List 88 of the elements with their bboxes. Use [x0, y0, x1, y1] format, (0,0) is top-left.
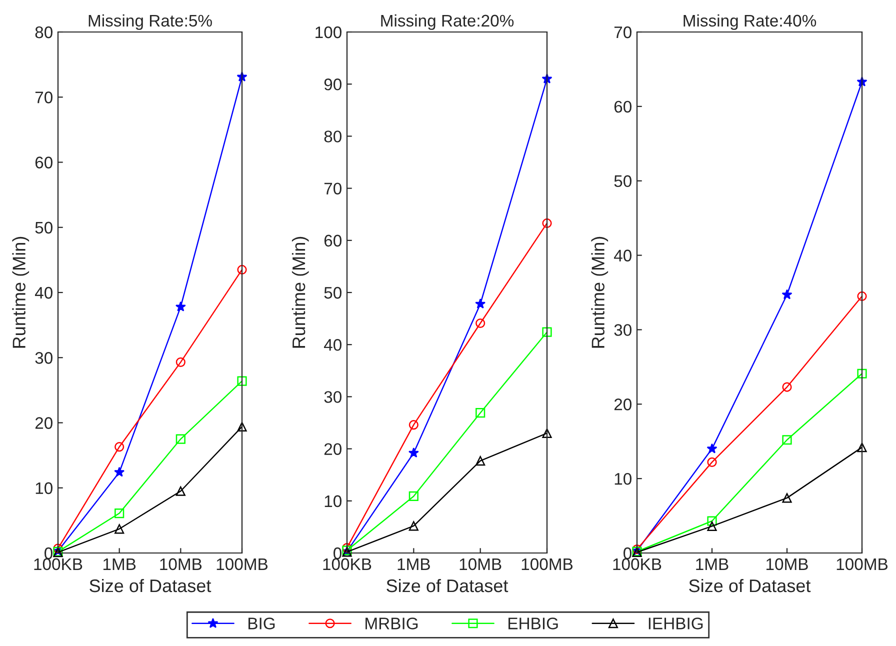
y-tick-label: 0 [624, 547, 632, 560]
point [237, 376, 247, 386]
point [408, 491, 418, 502]
y-tick-label: 30 [35, 352, 52, 364]
point [476, 408, 486, 418]
x-tick-label: 1MB [696, 558, 728, 570]
chart-title: Missing Rate:20% [381, 14, 514, 30]
point [175, 301, 186, 312]
x-tick-label: 10MB [460, 558, 502, 570]
point [857, 442, 867, 452]
y-tick-label: 70 [35, 92, 52, 104]
y-tick-label: 50 [324, 286, 342, 299]
point [782, 435, 792, 445]
x-tick-label: 1MB [398, 558, 430, 570]
point [476, 318, 486, 328]
point [542, 218, 552, 228]
chart-title: Missing Rate:5% [88, 14, 212, 30]
point [114, 442, 124, 452]
y-tick-label: 20 [614, 398, 632, 410]
y-axis-title: Runtime (Min) [591, 236, 608, 348]
point [542, 327, 552, 337]
point [782, 382, 792, 392]
point [176, 486, 186, 496]
y-tick-label: 10 [614, 472, 632, 485]
y-tick-label: 90 [324, 78, 342, 90]
point [706, 443, 718, 454]
x-tick-label: 100MB [522, 558, 573, 570]
point [782, 493, 792, 503]
x-tick-label: 100KB [613, 558, 662, 570]
point [707, 516, 717, 526]
point [408, 521, 418, 531]
y-tick-label: 100 [316, 26, 342, 38]
y-tick-label: 20 [35, 417, 52, 429]
y-tick-label: 70 [614, 26, 632, 38]
y-tick-label: 60 [614, 100, 632, 113]
x-axis-title: Size of Dataset [386, 578, 508, 592]
y-tick-label: 20 [324, 443, 342, 456]
chart-title: Missing Rate:40% [684, 14, 816, 30]
point [176, 357, 186, 367]
y-tick-label: 10 [324, 495, 342, 508]
y-tick-label: 50 [35, 222, 52, 234]
point [237, 264, 247, 274]
point [53, 544, 63, 554]
y-tick-label: 60 [324, 234, 342, 247]
point [408, 420, 418, 430]
x-tick-label: 100MB [836, 558, 888, 570]
x-tick-label: 10MB [766, 558, 808, 570]
y-tick-label: 0 [44, 547, 52, 560]
point [857, 368, 867, 378]
y-tick-label: 30 [614, 324, 632, 336]
y-tick-label: 40 [34, 286, 52, 299]
y-tick-label: 70 [324, 182, 342, 195]
point [476, 456, 486, 466]
x-axis-title: Size of Dataset [90, 578, 212, 592]
y-tick-label: 80 [35, 26, 52, 38]
y-tick-label: 30 [324, 391, 342, 403]
y-tick-label: 10 [36, 482, 52, 494]
y-tick-label: 0 [334, 547, 342, 560]
point [342, 543, 352, 553]
legend-label: IEHBIG [648, 618, 703, 630]
x-tick-label: 1MB [103, 558, 136, 570]
point [408, 447, 419, 458]
point [114, 508, 124, 518]
point [114, 466, 125, 477]
legend-label: EHBIG [508, 618, 558, 630]
legend-label: MRBIG [366, 618, 418, 630]
point [176, 434, 186, 444]
y-tick-label: 50 [614, 175, 632, 188]
y-axis-title: Runtime (Min) [12, 236, 30, 348]
point [114, 524, 124, 534]
point [475, 298, 486, 309]
point [542, 428, 552, 438]
x-tick-label: 10MB [160, 558, 202, 570]
x-axis-title: Size of Dataset [689, 578, 811, 592]
y-tick-label: 80 [324, 130, 342, 142]
y-axis-title: Runtime (Min) [292, 236, 309, 348]
x-tick-label: 100MB [216, 558, 268, 570]
y-tick-label: 60 [35, 156, 52, 168]
point [707, 521, 717, 531]
point [782, 289, 792, 300]
x-tick-label: 100KB [323, 558, 372, 570]
point [707, 457, 717, 467]
legend-label: BIG [248, 618, 275, 630]
point [857, 291, 867, 302]
y-tick-label: 40 [614, 250, 632, 262]
point [237, 422, 247, 432]
y-tick-label: 40 [324, 339, 342, 351]
x-tick-label: 100KB [34, 558, 82, 570]
